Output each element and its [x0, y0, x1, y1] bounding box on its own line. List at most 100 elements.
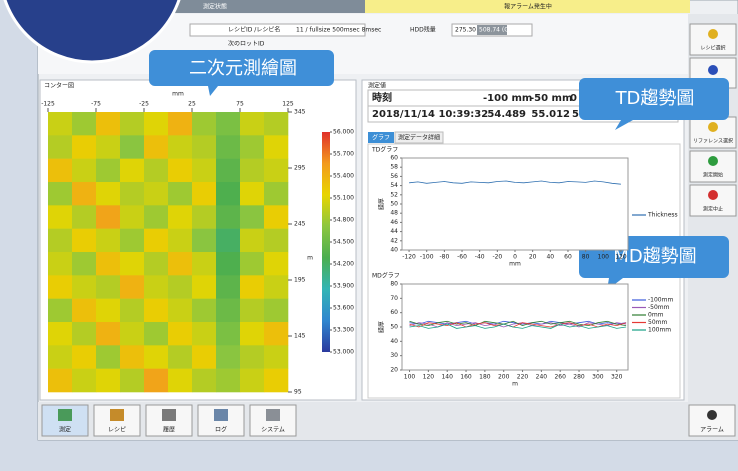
x-tick-label: 200 — [498, 374, 510, 381]
table-cell: 55.012 — [531, 109, 570, 120]
recipe-value: 11 / fullsize 500msec 8msec — [296, 27, 381, 34]
legend-label: 50mm — [648, 319, 667, 326]
x-tick-label: 100 — [404, 374, 416, 381]
plot-frame — [401, 157, 629, 251]
callout — [149, 50, 334, 96]
sidebar-label[interactable]: 測定中止 — [703, 206, 723, 213]
y-tick-label: 245 — [294, 221, 306, 228]
toolbar-label[interactable]: 測定 — [59, 426, 71, 434]
heat-cell — [168, 275, 193, 299]
contour-title: コンター図 — [44, 82, 74, 90]
heat-cell — [240, 182, 265, 206]
x-tick-label: -60 — [457, 254, 467, 261]
tab[interactable] — [394, 131, 444, 144]
heat-cell — [192, 135, 217, 159]
button-icon — [162, 409, 176, 421]
callout — [579, 78, 729, 130]
series-line — [409, 323, 627, 329]
y-tick-label: 60 — [390, 309, 398, 316]
x-tick-label: -40 — [475, 254, 485, 261]
heat-cell — [72, 112, 97, 136]
y-tick-label: 145 — [294, 333, 306, 340]
legend-label: Thickness — [647, 212, 678, 219]
x-tick-label: -25 — [139, 101, 149, 108]
heat-cell — [48, 275, 73, 299]
x-axis-label: m — [512, 381, 518, 388]
colorbar — [322, 132, 330, 352]
heat-cell — [72, 158, 97, 183]
table-cell: 2018/11/14 10:39:32 — [372, 109, 488, 120]
y-tick-label: 50 — [390, 201, 398, 208]
y-tick-label: 44 — [390, 228, 398, 235]
y-axis-label: 膜厚 — [378, 198, 386, 210]
legend-label: -50mm — [648, 304, 670, 311]
heat-cell — [216, 275, 241, 299]
heat-cell — [96, 205, 121, 229]
heat-cell — [120, 228, 145, 253]
heat-cell — [240, 345, 265, 369]
x-tick-label: 140 — [441, 374, 453, 381]
series-line — [409, 180, 621, 185]
toolbar-label[interactable]: ログ — [215, 426, 227, 434]
button-icon — [708, 156, 718, 166]
heat-cell — [96, 158, 121, 183]
alarm-text: 報アラーム発生中 — [504, 3, 552, 11]
heat-cell — [96, 368, 121, 393]
sidebar-label[interactable]: 測定開始 — [703, 172, 723, 179]
heat-cell — [240, 228, 265, 253]
toolbar-label[interactable]: システム — [261, 427, 285, 434]
tab-label[interactable]: グラフ — [372, 134, 390, 142]
callout-text: 二次元測繪圖 — [189, 58, 297, 79]
x-tick-label: -20 — [492, 254, 502, 261]
heat-cell — [96, 135, 121, 159]
heat-cell — [216, 252, 241, 276]
tab[interactable] — [368, 132, 394, 143]
heat-cell — [168, 298, 193, 323]
y-tick-label: 295 — [294, 165, 306, 172]
heat-cell — [96, 345, 121, 369]
heat-cell — [168, 135, 193, 159]
heat-cell — [48, 182, 73, 206]
x-tick-label: 220 — [517, 374, 529, 381]
measure-title: 測定値 — [368, 82, 386, 90]
button-icon — [708, 29, 718, 39]
sidebar-label[interactable]: レシピ選択 — [700, 45, 725, 52]
heat-cell — [264, 275, 289, 299]
heat-cell — [48, 135, 73, 159]
heat-cell — [216, 345, 241, 369]
y-tick-label: 42 — [390, 237, 398, 244]
heat-cell — [264, 368, 289, 393]
heat-cell — [240, 205, 265, 229]
heat-cell — [120, 322, 145, 346]
contour-x-label: mm — [172, 91, 184, 98]
x-axis-label: mm — [509, 261, 521, 268]
heat-cell — [192, 182, 217, 206]
heat-cell — [120, 158, 145, 183]
toolbar-label[interactable]: レシピ — [108, 427, 126, 434]
heat-cell — [216, 322, 241, 346]
table-header: -50 mm — [530, 93, 572, 104]
x-tick-label: 40 — [546, 254, 554, 261]
heat-cell — [264, 182, 289, 206]
heat-cell — [192, 205, 217, 229]
heat-cell — [120, 368, 145, 393]
heat-cell — [72, 345, 97, 369]
sidebar-label[interactable]: リファレンス選択 — [693, 138, 733, 145]
heat-cell — [96, 298, 121, 323]
colorbar-label: 55.700 — [333, 151, 354, 158]
recipe-box — [189, 23, 366, 37]
heat-cell — [96, 322, 121, 346]
heat-cell — [144, 182, 169, 206]
heat-cell — [48, 322, 73, 346]
heat-cell — [216, 298, 241, 323]
x-tick-label: 180 — [479, 374, 491, 381]
toolbar-label[interactable]: 履歴 — [163, 427, 175, 434]
y-tick-label: 54 — [390, 182, 398, 189]
alarm-bar — [365, 0, 690, 13]
heat-cell — [192, 298, 217, 323]
alarm-label[interactable]: アラーム — [700, 427, 724, 434]
tab-label[interactable]: 測定データ詳細 — [398, 134, 440, 142]
heat-cell — [48, 228, 73, 253]
sidebar-button[interactable] — [689, 116, 737, 149]
colorbar-label: 54.500 — [333, 239, 354, 246]
